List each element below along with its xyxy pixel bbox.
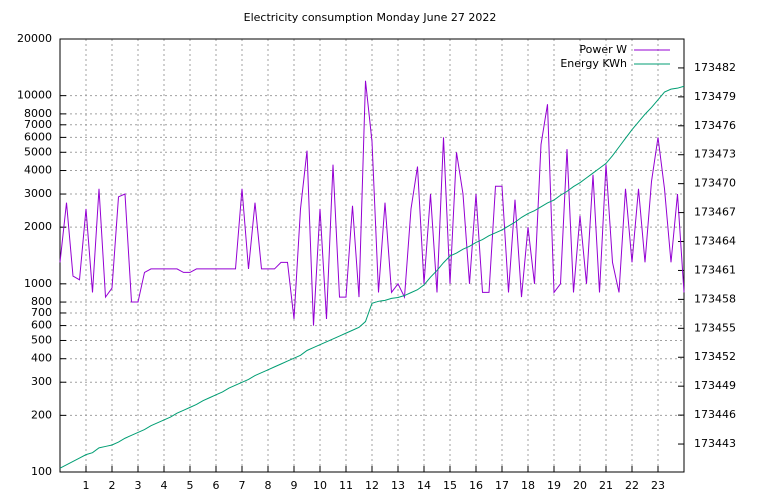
x-tick-label: 15: [443, 479, 457, 492]
y2-tick-label: 173449: [694, 379, 736, 392]
series-line: [59, 85, 685, 469]
x-tick-label: 9: [291, 479, 298, 492]
y2-tick-label: 173443: [694, 437, 736, 450]
y-tick-label: 500: [31, 333, 52, 346]
x-tick-label: 23: [651, 479, 665, 492]
y2-tick-label: 173482: [694, 61, 736, 74]
x-tick-label: 22: [625, 479, 639, 492]
y-tick-label: 600: [31, 319, 52, 332]
x-tick-label: 16: [469, 479, 483, 492]
x-tick-label: 11: [339, 479, 353, 492]
x-tick-label: 18: [521, 479, 535, 492]
x-tick-label: 3: [135, 479, 142, 492]
y2-tick-label: 173455: [694, 321, 736, 334]
x-tick-label: 14: [417, 479, 431, 492]
y2-tick-label: 173458: [694, 292, 736, 305]
legend-label: Power W: [579, 43, 627, 56]
y-tick-label: 3000: [24, 187, 52, 200]
y-tick-label: 200: [31, 408, 52, 421]
y-tick-label: 20000: [17, 32, 52, 45]
y-tick-label: 700: [31, 306, 52, 319]
y-tick-label: 8000: [24, 107, 52, 120]
y-tick-label: 1000: [24, 277, 52, 290]
y2-tick-label: 173461: [694, 263, 736, 276]
y2-tick-label: 173446: [694, 408, 736, 421]
x-tick-label: 7: [239, 479, 246, 492]
x-tick-label: 10: [313, 479, 327, 492]
y-tick-label: 6000: [24, 130, 52, 143]
y2-tick-label: 173479: [694, 90, 736, 103]
y-tick-label: 5000: [24, 145, 52, 158]
x-tick-label: 21: [599, 479, 613, 492]
y-tick-label: 100: [31, 465, 52, 478]
x-tick-label: 4: [161, 479, 168, 492]
chart-title: Electricity consumption Monday June 27 2…: [244, 11, 497, 24]
x-tick-label: 12: [365, 479, 379, 492]
x-tick-label: 20: [573, 479, 587, 492]
series-line: [59, 80, 685, 326]
x-tick-label: 8: [265, 479, 272, 492]
y-tick-label: 7000: [24, 118, 52, 131]
legend-label: Energy KWh: [560, 57, 627, 70]
y-tick-label: 2000: [24, 220, 52, 233]
y2-tick-label: 173452: [694, 350, 736, 363]
y2-tick-label: 173473: [694, 148, 736, 161]
y-tick-label: 400: [31, 352, 52, 365]
x-tick-label: 1: [83, 479, 90, 492]
y2-tick-label: 173467: [694, 206, 736, 219]
plot-frame: [59, 38, 685, 473]
y2-tick-label: 173470: [694, 177, 736, 190]
y-tick-label: 300: [31, 375, 52, 388]
x-tick-label: 19: [547, 479, 561, 492]
x-tick-label: 6: [213, 479, 220, 492]
y-tick-label: 10000: [17, 89, 52, 102]
y2-tick-label: 173464: [694, 235, 736, 248]
y2-tick-label: 173476: [694, 119, 736, 132]
x-tick-label: 13: [391, 479, 405, 492]
x-tick-label: 5: [187, 479, 194, 492]
y-tick-label: 4000: [24, 164, 52, 177]
x-tick-label: 2: [109, 479, 116, 492]
y-tick-label: 800: [31, 295, 52, 308]
x-tick-label: 17: [495, 479, 509, 492]
